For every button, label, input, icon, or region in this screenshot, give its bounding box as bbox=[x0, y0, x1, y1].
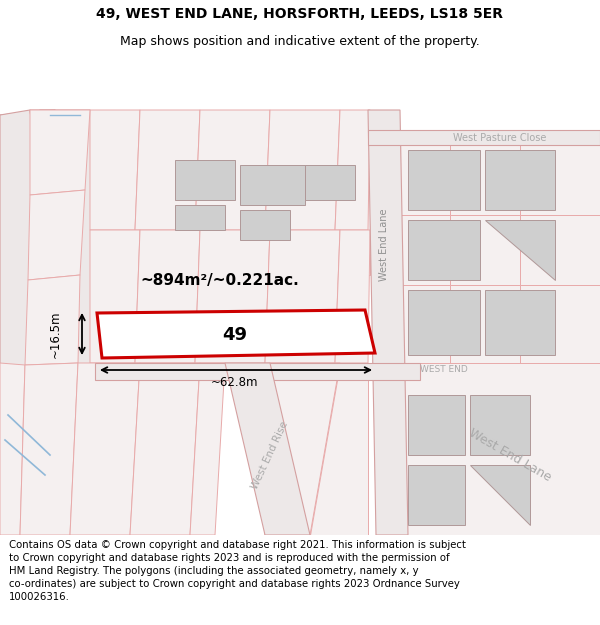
Polygon shape bbox=[0, 110, 85, 230]
Polygon shape bbox=[450, 285, 520, 363]
Polygon shape bbox=[0, 110, 85, 230]
Polygon shape bbox=[145, 150, 195, 255]
Text: 49: 49 bbox=[223, 326, 248, 344]
Polygon shape bbox=[95, 363, 420, 380]
Polygon shape bbox=[295, 150, 345, 265]
Polygon shape bbox=[175, 205, 225, 230]
Polygon shape bbox=[345, 155, 370, 275]
Polygon shape bbox=[400, 285, 450, 363]
Polygon shape bbox=[310, 363, 368, 535]
Polygon shape bbox=[485, 220, 555, 280]
Polygon shape bbox=[195, 230, 270, 363]
Polygon shape bbox=[368, 130, 600, 145]
Text: West End Lane: West End Lane bbox=[379, 209, 389, 281]
Text: West End Rise: West End Rise bbox=[250, 419, 290, 491]
Polygon shape bbox=[520, 145, 600, 215]
Polygon shape bbox=[30, 110, 90, 195]
Polygon shape bbox=[245, 150, 295, 255]
Text: Contains OS data © Crown copyright and database right 2021. This information is : Contains OS data © Crown copyright and d… bbox=[9, 539, 466, 602]
Polygon shape bbox=[90, 230, 140, 363]
Polygon shape bbox=[90, 110, 140, 230]
Polygon shape bbox=[70, 363, 140, 535]
Polygon shape bbox=[135, 230, 200, 363]
Polygon shape bbox=[305, 165, 355, 200]
Polygon shape bbox=[265, 230, 340, 363]
Polygon shape bbox=[450, 215, 520, 285]
Polygon shape bbox=[408, 290, 480, 355]
Polygon shape bbox=[195, 110, 270, 230]
Polygon shape bbox=[175, 160, 235, 200]
Text: West Pasture Close: West Pasture Close bbox=[454, 133, 547, 143]
Polygon shape bbox=[0, 110, 80, 535]
Polygon shape bbox=[25, 275, 80, 365]
Polygon shape bbox=[265, 110, 340, 230]
Polygon shape bbox=[400, 363, 600, 535]
Polygon shape bbox=[240, 210, 290, 240]
Polygon shape bbox=[30, 110, 140, 535]
Polygon shape bbox=[400, 215, 450, 285]
Polygon shape bbox=[190, 363, 225, 535]
Polygon shape bbox=[97, 310, 375, 358]
Text: 49, WEST END LANE, HORSFORTH, LEEDS, LS18 5ER: 49, WEST END LANE, HORSFORTH, LEEDS, LS1… bbox=[97, 7, 503, 21]
Text: WEST END: WEST END bbox=[420, 366, 468, 374]
Polygon shape bbox=[0, 363, 25, 535]
Polygon shape bbox=[520, 215, 600, 285]
Polygon shape bbox=[95, 150, 145, 255]
Polygon shape bbox=[195, 150, 245, 255]
Polygon shape bbox=[28, 190, 85, 280]
Polygon shape bbox=[408, 465, 465, 525]
Polygon shape bbox=[135, 110, 200, 230]
Text: ~62.8m: ~62.8m bbox=[211, 376, 259, 389]
Polygon shape bbox=[335, 230, 370, 363]
Polygon shape bbox=[335, 110, 370, 230]
Polygon shape bbox=[408, 150, 480, 210]
Polygon shape bbox=[400, 145, 450, 215]
Polygon shape bbox=[130, 363, 200, 535]
Polygon shape bbox=[470, 395, 530, 455]
Polygon shape bbox=[450, 145, 520, 215]
Polygon shape bbox=[265, 363, 340, 535]
Polygon shape bbox=[408, 220, 480, 280]
Polygon shape bbox=[485, 290, 555, 355]
Polygon shape bbox=[485, 150, 555, 210]
Text: West End Lane: West End Lane bbox=[467, 426, 553, 484]
Polygon shape bbox=[20, 363, 78, 535]
Polygon shape bbox=[408, 395, 465, 455]
Polygon shape bbox=[240, 165, 305, 205]
Polygon shape bbox=[368, 110, 408, 535]
Text: ~894m²/~0.221ac.: ~894m²/~0.221ac. bbox=[140, 272, 299, 288]
Text: ~16.5m: ~16.5m bbox=[49, 310, 62, 358]
Polygon shape bbox=[225, 363, 310, 535]
Text: Map shows position and indicative extent of the property.: Map shows position and indicative extent… bbox=[120, 35, 480, 48]
Polygon shape bbox=[470, 465, 530, 525]
Polygon shape bbox=[520, 285, 600, 363]
